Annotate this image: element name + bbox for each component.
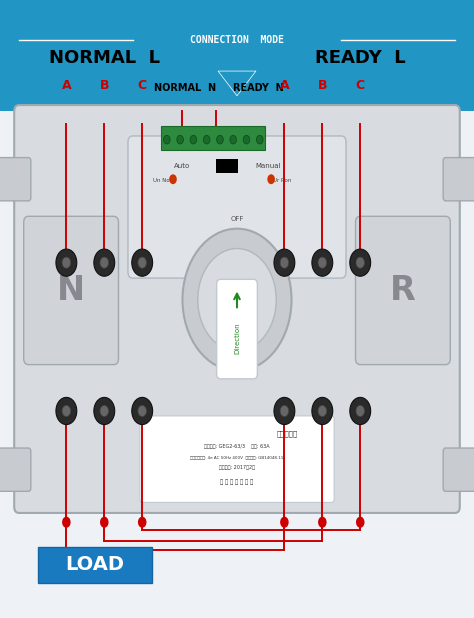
Text: Ur Ron: Ur Ron [273,178,291,183]
FancyBboxPatch shape [217,279,257,379]
Circle shape [318,517,327,528]
Circle shape [182,229,292,371]
Circle shape [164,135,170,144]
FancyBboxPatch shape [0,158,31,201]
Circle shape [138,257,146,268]
Circle shape [274,397,295,425]
Circle shape [198,248,276,351]
Circle shape [312,249,333,276]
Text: 生产日期: 2017年2月: 生产日期: 2017年2月 [219,465,255,470]
Text: A: A [62,78,71,92]
Circle shape [177,135,183,144]
Circle shape [356,257,365,268]
Text: C: C [356,78,365,92]
Circle shape [280,257,289,268]
Circle shape [356,517,365,528]
Circle shape [312,397,333,425]
Text: N: N [57,274,85,307]
Text: Manual: Manual [255,163,281,169]
Bar [38,547,152,583]
Circle shape [318,405,327,417]
Text: CONNECTION  MODE: CONNECTION MODE [190,35,284,45]
Circle shape [94,249,115,276]
Circle shape [267,174,275,184]
Text: Direction: Direction [234,323,240,355]
Text: READY  N: READY N [233,83,284,93]
Circle shape [350,249,371,276]
Circle shape [100,517,109,528]
Bar [0,111,474,618]
FancyBboxPatch shape [0,448,31,491]
Text: OFF: OFF [230,216,244,222]
Circle shape [230,135,237,144]
Circle shape [138,405,146,417]
FancyBboxPatch shape [443,158,474,201]
FancyBboxPatch shape [24,216,119,365]
Polygon shape [218,71,256,96]
Text: Auto: Auto [174,163,191,169]
Circle shape [280,517,289,528]
Circle shape [350,397,371,425]
FancyBboxPatch shape [443,448,474,491]
Text: B: B [318,78,327,92]
Circle shape [274,249,295,276]
Text: NORMAL  L: NORMAL L [49,49,160,67]
Bar [216,159,238,173]
Bar [161,126,265,150]
Text: Un Non: Un Non [154,178,173,183]
Text: 动转换开关: 动转换开关 [276,431,297,437]
Circle shape [203,135,210,144]
Circle shape [356,405,365,417]
Circle shape [56,249,77,276]
Circle shape [100,405,109,417]
Text: A: A [280,78,289,92]
Circle shape [169,174,177,184]
Circle shape [280,405,289,417]
Text: 额定工作电压: 4e AC 50Hz 400V  执行标准: GB14048.11: 额定工作电压: 4e AC 50Hz 400V 执行标准: GB14048.11 [191,455,283,459]
Text: 产品型号: GEG2-63/3    电流: 63A: 产品型号: GEG2-63/3 电流: 63A [204,444,270,449]
Text: READY  L: READY L [315,49,406,67]
Circle shape [243,135,250,144]
Circle shape [217,135,223,144]
Circle shape [62,517,71,528]
Circle shape [62,257,71,268]
Circle shape [62,405,71,417]
Circle shape [100,257,109,268]
Circle shape [132,397,153,425]
FancyBboxPatch shape [356,216,450,365]
Circle shape [256,135,263,144]
Text: LOAD: LOAD [65,556,124,574]
Text: NORMAL  N: NORMAL N [154,83,216,93]
FancyBboxPatch shape [140,416,334,502]
Text: C: C [137,78,147,92]
FancyBboxPatch shape [14,105,460,513]
Circle shape [138,517,146,528]
Circle shape [132,249,153,276]
Text: R: R [390,274,416,307]
Circle shape [190,135,197,144]
Circle shape [318,257,327,268]
Text: B: B [100,78,109,92]
Bar [0,0,474,111]
Circle shape [56,397,77,425]
Circle shape [94,397,115,425]
Text: 超 胜 自 动 化 公 司: 超 胜 自 动 化 公 司 [220,479,254,485]
FancyBboxPatch shape [128,136,346,278]
